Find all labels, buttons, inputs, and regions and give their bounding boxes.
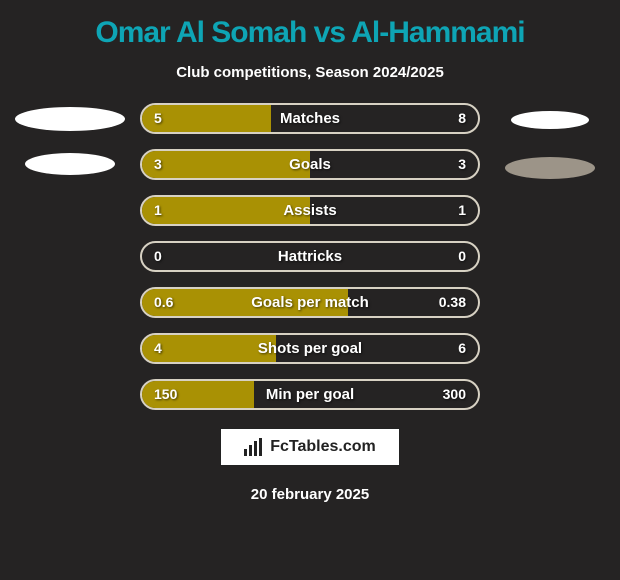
- stat-right-value: 1: [458, 197, 466, 224]
- player-right-badge-2: [505, 157, 595, 179]
- left-fill: [142, 335, 276, 362]
- logo-box: FcTables.com: [220, 428, 400, 466]
- stat-row: 0 Hattricks 0: [140, 241, 480, 272]
- stat-right-value: 300: [443, 381, 466, 408]
- player-right-badge-1: [511, 111, 589, 129]
- stat-left-value: 1: [154, 197, 162, 224]
- left-player-col: [10, 103, 130, 175]
- chart-area: 5 Matches 8 3 Goals 3 1 Assists 1 0 Hattricks 0 0.6 G…: [0, 103, 620, 410]
- stat-label: Min per goal: [266, 381, 354, 408]
- stat-left-value: 5: [154, 105, 162, 132]
- stat-row: 150 Min per goal 300: [140, 379, 480, 410]
- stat-left-value: 0.6: [154, 289, 173, 316]
- stat-label: Assists: [283, 197, 336, 224]
- comparison-infographic: Omar Al Somah vs Al-Hammami Club competi…: [0, 0, 620, 580]
- stat-label: Goals per match: [251, 289, 369, 316]
- stat-label: Shots per goal: [258, 335, 362, 362]
- date-line: 20 february 2025: [251, 486, 369, 503]
- stat-row: 4 Shots per goal 6: [140, 333, 480, 364]
- stat-row: 0.6 Goals per match 0.38: [140, 287, 480, 318]
- page-title: Omar Al Somah vs Al-Hammami: [95, 16, 524, 50]
- logo-text: FcTables.com: [270, 438, 376, 456]
- stat-right-value: 0.38: [439, 289, 466, 316]
- stat-right-value: 3: [458, 151, 466, 178]
- left-fill: [142, 151, 310, 178]
- stat-row: 3 Goals 3: [140, 149, 480, 180]
- stat-row: 5 Matches 8: [140, 103, 480, 134]
- stat-label: Hattricks: [278, 243, 342, 270]
- stat-left-value: 0: [154, 243, 162, 270]
- right-player-col: [490, 103, 610, 179]
- stat-row: 1 Assists 1: [140, 195, 480, 226]
- stat-left-value: 4: [154, 335, 162, 362]
- stat-label: Goals: [289, 151, 331, 178]
- subtitle: Club competitions, Season 2024/2025: [176, 64, 444, 81]
- bars: 5 Matches 8 3 Goals 3 1 Assists 1 0 Hattricks 0 0.6 G…: [140, 103, 480, 410]
- player-left-badge-2: [25, 153, 115, 175]
- stat-left-value: 3: [154, 151, 162, 178]
- stat-right-value: 6: [458, 335, 466, 362]
- stat-left-value: 150: [154, 381, 177, 408]
- stat-right-value: 8: [458, 105, 466, 132]
- stat-label: Matches: [280, 105, 340, 132]
- logo-bars-icon: [244, 438, 264, 456]
- stat-right-value: 0: [458, 243, 466, 270]
- player-left-badge-1: [15, 107, 125, 131]
